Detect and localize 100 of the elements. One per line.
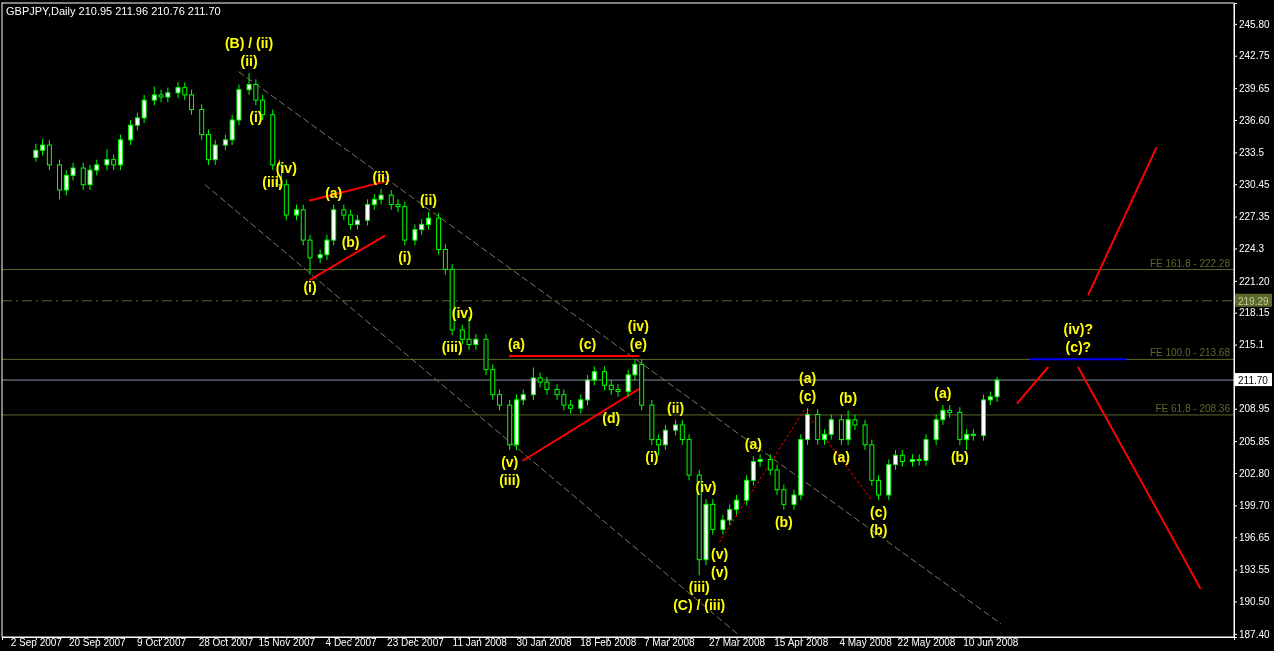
candlestick: [591, 365, 597, 386]
annotation: (B) / (ii): [224, 34, 274, 51]
annotation: (c)?: [1065, 339, 1092, 356]
annotation: (ii): [419, 191, 438, 208]
x-tick-label: 23 Dec 2007: [387, 637, 445, 648]
ref-line-label: FE 161.8 - 222.28: [1149, 257, 1231, 269]
x-tick-label: 28 Oct 2007: [198, 637, 254, 648]
annotation: (a): [507, 336, 526, 353]
candlestick: [733, 494, 739, 516]
y-tick-label: 227.35: [1239, 211, 1271, 223]
y-tick-label: 205.85: [1239, 435, 1271, 447]
annotation: (i): [303, 278, 317, 295]
annotation: (v): [501, 454, 519, 471]
candlestick: [970, 428, 976, 442]
annotation: (a): [744, 436, 762, 453]
ref-line-label: 211.70: [1238, 375, 1269, 387]
x-tick-label: 15 Nov 2007: [258, 637, 316, 648]
ref-line-label: FE 61.8 - 208.36: [1155, 402, 1231, 414]
y-tick-label: 233.5: [1239, 147, 1265, 159]
y-tick-label: 221.20: [1239, 275, 1271, 287]
candlestick: [876, 474, 882, 501]
annotation: (c): [578, 336, 597, 353]
candlestick: [365, 198, 371, 226]
annotation: (i): [645, 448, 659, 465]
annotation: (c): [870, 504, 888, 521]
x-tick-label: 7 Mar 2008: [643, 637, 695, 648]
candlestick: [838, 414, 844, 446]
candlestick: [497, 388, 503, 411]
y-tick-label: 230.45: [1239, 178, 1271, 190]
annotation: (b): [839, 390, 858, 407]
ref-line-label: 219.29: [1238, 295, 1270, 307]
annotation: (b): [950, 448, 969, 465]
x-tick-label: 27 Mar 2008: [708, 637, 766, 648]
y-tick-label: 202.80: [1239, 467, 1271, 479]
candlestick: [578, 394, 584, 414]
x-tick-label: 4 May 2008: [839, 637, 893, 648]
x-tick-label: 30 Jan 2008: [516, 637, 572, 648]
x-tick-label: 20 Sep 2007: [68, 637, 127, 648]
y-tick-label: 239.65: [1239, 82, 1271, 94]
annotation: (b): [774, 513, 793, 530]
x-tick-label: 4 Dec 2007: [325, 637, 378, 648]
annotation: (a): [798, 370, 817, 387]
annotation: (ii): [240, 52, 258, 69]
annotation: (a): [832, 448, 850, 465]
x-tick-label: 2 Sep 2007: [10, 637, 63, 648]
annotation: (c): [798, 388, 817, 405]
x-tick-label: 22 May 2008: [897, 637, 956, 648]
candlestick: [530, 367, 536, 401]
candlestick: [442, 243, 448, 276]
annotation: (iv)?: [1063, 321, 1094, 338]
candlestick: [744, 474, 750, 506]
x-tick-label: 10 Jun 2008: [963, 637, 1019, 648]
candlestick: [128, 119, 134, 146]
candlestick: [260, 94, 266, 121]
candlestick: [212, 139, 218, 166]
x-tick-label: 15 Apr 2008: [774, 637, 829, 648]
x-tick-label: 9 Oct 2007: [137, 637, 187, 648]
annotation: (iii): [688, 579, 710, 596]
annotation: (v): [710, 563, 729, 580]
y-tick-label: 199.70: [1239, 500, 1271, 512]
annotation: (b): [869, 522, 888, 539]
candlestick: [964, 428, 970, 451]
candlestick: [141, 94, 147, 124]
candlestick: [893, 449, 899, 471]
candlestick: [662, 424, 668, 451]
y-tick-label: 215.1: [1239, 339, 1265, 351]
annotation: (iv): [627, 318, 649, 335]
annotation: (d): [602, 410, 621, 427]
annotation: (ii): [372, 168, 390, 185]
ref-line-label: FE 100.0 - 213.68: [1149, 347, 1231, 359]
y-tick-label: 190.50: [1239, 596, 1271, 608]
annotation: (a): [934, 385, 952, 402]
chart-title: GBPJPY,Daily 210.95 211.96 210.76 211.70: [6, 5, 221, 17]
annotation: (iii): [441, 339, 463, 356]
y-tick-label: 224.3: [1239, 243, 1265, 255]
annotation: (i): [249, 109, 263, 126]
y-tick-label: 218.15: [1239, 307, 1271, 319]
candlestick: [656, 433, 662, 456]
y-tick-label: 187.40: [1239, 628, 1271, 640]
y-tick-label: 196.65: [1239, 531, 1271, 543]
x-tick-label: 18 Feb 2008: [580, 637, 637, 648]
candlestick: [750, 455, 756, 487]
candlestick: [828, 414, 834, 441]
annotation: (e): [629, 336, 647, 353]
y-tick-label: 208.95: [1239, 403, 1271, 415]
candlestick: [585, 374, 591, 406]
y-tick-label: 236.60: [1239, 114, 1271, 126]
annotation: (ii): [666, 399, 685, 416]
candlestick: [189, 89, 195, 116]
candlestick: [601, 365, 607, 391]
annotation: (i): [398, 249, 412, 266]
y-tick-label: 193.55: [1239, 564, 1271, 576]
y-tick-label: 242.75: [1239, 50, 1271, 62]
x-tick-label: 11 Jan 2008: [452, 637, 508, 648]
annotation: (v): [710, 545, 729, 562]
annotation: (iii): [499, 472, 521, 489]
y-tick-label: 245.80: [1239, 18, 1271, 30]
candlestick: [348, 209, 354, 231]
annotation: (b): [341, 233, 360, 250]
candlestick: [46, 139, 52, 171]
